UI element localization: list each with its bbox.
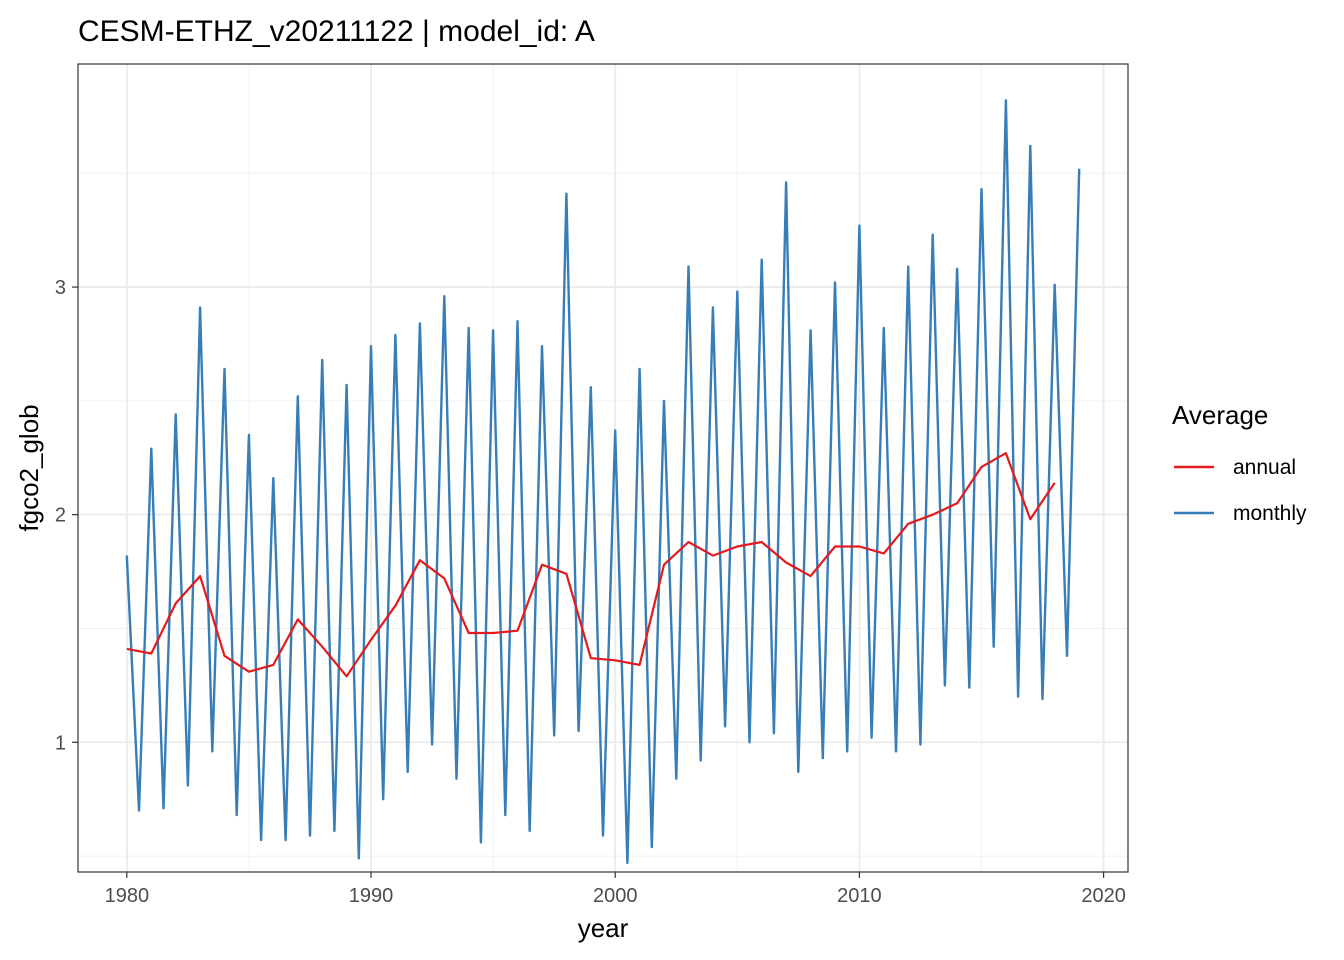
x-axis-title: year	[578, 913, 629, 943]
y-axis-title: fgco2_glob	[14, 404, 44, 531]
panel-background	[78, 64, 1128, 872]
series-layer	[125, 99, 1081, 865]
x-tick-label: 1990	[349, 885, 394, 907]
x-axis: 1980 1990 2000 2010 2020	[105, 872, 1126, 907]
y-tick-label: 1	[55, 732, 66, 754]
y-tick-label: 3	[55, 277, 66, 299]
series-line-annual	[126, 452, 1056, 678]
x-tick-label: 1980	[105, 885, 150, 907]
x-tick-label: 2020	[1081, 885, 1126, 907]
plot-panel	[77, 63, 1129, 873]
y-axis: 1 2 3	[55, 277, 78, 754]
x-tick-label: 2010	[837, 885, 882, 907]
y-tick-label: 2	[55, 505, 66, 527]
series-line-monthly	[125, 99, 1081, 865]
legend: Average annual monthly	[1172, 400, 1307, 525]
legend-title: Average	[1172, 400, 1268, 430]
x-tick-label: 2000	[593, 885, 638, 907]
legend-label-annual: annual	[1233, 456, 1296, 479]
panel-border	[77, 63, 1129, 873]
legend-label-monthly: monthly	[1233, 502, 1307, 525]
chart-title: CESM-ETHZ_v20211122 | model_id: A	[78, 15, 595, 48]
